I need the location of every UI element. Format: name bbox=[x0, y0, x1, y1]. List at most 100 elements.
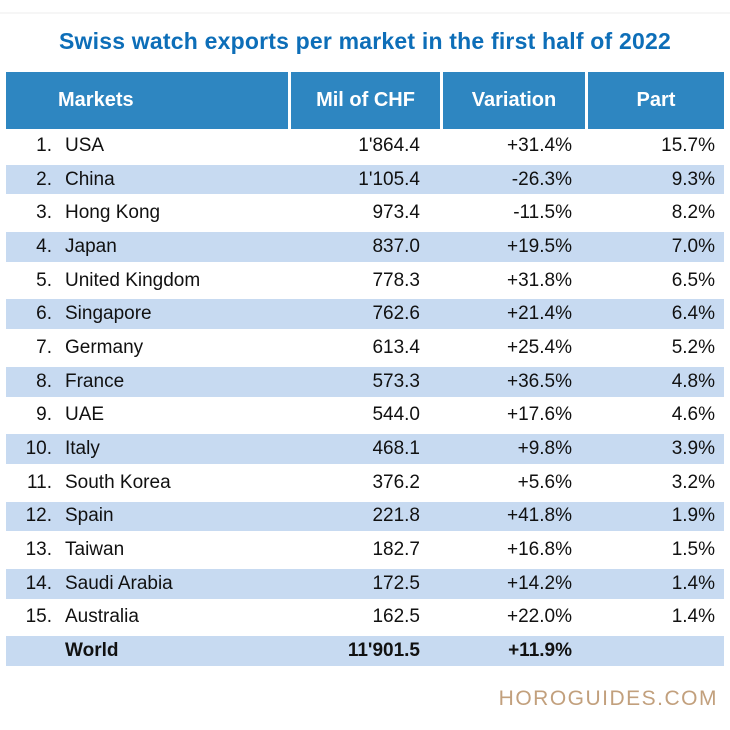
table-row-united-kingdom: 5. United Kingdom 778.3 +31.8% 6.5% bbox=[6, 264, 724, 298]
variation-cell: +11.9% bbox=[508, 640, 572, 662]
variation-cell: +19.5% bbox=[507, 235, 572, 257]
part-cell: 15.7% bbox=[661, 134, 715, 156]
chf-cell: 11'901.5 bbox=[347, 640, 420, 662]
rank-cell: 14. bbox=[25, 572, 52, 594]
chf-cell: 221.8 bbox=[372, 505, 420, 527]
market-cell: Germany bbox=[65, 336, 144, 358]
part-cell: 4.6% bbox=[671, 404, 715, 426]
variation-cell: +25.4% bbox=[507, 336, 572, 358]
variation-cell: +9.8% bbox=[517, 438, 572, 460]
chf-cell: 544.0 bbox=[372, 404, 420, 426]
table-row-japan: 4. Japan 837.0 +19.5% 7.0% bbox=[6, 230, 724, 264]
table-row-australia: 15. Australia 162.5 +22.0% 1.4% bbox=[6, 601, 724, 635]
top-divider bbox=[0, 12, 730, 14]
variation-cell: -11.5% bbox=[513, 202, 572, 224]
chf-cell: 162.5 bbox=[372, 606, 420, 628]
part-cell: 6.5% bbox=[671, 269, 715, 291]
variation-cell: +21.4% bbox=[507, 303, 572, 325]
market-cell: USA bbox=[65, 134, 105, 156]
part-cell: 1.9% bbox=[671, 505, 715, 527]
rank-cell: 15. bbox=[25, 606, 52, 628]
column-header-variation: Variation bbox=[440, 72, 585, 129]
table-row-china: 2. China 1'105.4 -26.3% 9.3% bbox=[6, 162, 724, 197]
rank-cell: 4. bbox=[36, 235, 52, 257]
rank-cell: 3. bbox=[36, 202, 52, 224]
column-header-markets: Markets bbox=[58, 89, 134, 111]
market-cell: China bbox=[65, 168, 115, 190]
table-row-singapore: 6. Singapore 762.6 +21.4% 6.4% bbox=[6, 297, 724, 332]
market-cell: Taiwan bbox=[65, 539, 125, 561]
table-header-row: Markets Mil of CHF Variation Part bbox=[6, 72, 724, 129]
rank-cell: 5. bbox=[36, 269, 52, 291]
page-title: Swiss watch exports per market in the fi… bbox=[59, 28, 671, 54]
variation-cell: +16.8% bbox=[507, 539, 572, 561]
part-cell: 7.0% bbox=[671, 235, 715, 257]
market-cell: World bbox=[65, 640, 119, 662]
rank-cell: 8. bbox=[36, 370, 52, 392]
part-cell: 8.2% bbox=[671, 202, 715, 224]
rank-cell: 2. bbox=[36, 168, 52, 190]
variation-cell: +22.0% bbox=[507, 606, 572, 628]
chf-cell: 376.2 bbox=[372, 471, 420, 493]
part-cell: 6.4% bbox=[671, 303, 715, 325]
variation-cell: +17.6% bbox=[507, 404, 572, 426]
market-cell: France bbox=[65, 370, 125, 392]
variation-cell: +41.8% bbox=[507, 505, 572, 527]
rank-cell: 13. bbox=[25, 539, 52, 561]
table-row-france: 8. France 573.3 +36.5% 4.8% bbox=[6, 364, 724, 399]
table-row-south-korea: 11. South Korea 376.2 +5.6% 3.2% bbox=[6, 466, 724, 500]
part-cell: 1.4% bbox=[671, 572, 715, 594]
rank-cell: 1. bbox=[36, 134, 52, 156]
table-row-world-total: World 11'901.5 +11.9% bbox=[6, 634, 724, 668]
market-cell: Hong Kong bbox=[65, 202, 161, 224]
chf-cell: 973.4 bbox=[372, 202, 420, 224]
market-cell: Spain bbox=[65, 505, 114, 527]
chf-cell: 172.5 bbox=[372, 572, 420, 594]
variation-cell: +31.8% bbox=[507, 269, 572, 291]
table-row-taiwan: 13. Taiwan 182.7 +16.8% 1.5% bbox=[6, 533, 724, 567]
rank-cell: 7. bbox=[36, 336, 52, 358]
chf-cell: 573.3 bbox=[372, 370, 420, 392]
table-row-italy: 10. Italy 468.1 +9.8% 3.9% bbox=[6, 432, 724, 466]
market-cell: United Kingdom bbox=[65, 269, 201, 291]
part-cell: 4.8% bbox=[671, 370, 715, 392]
rank-cell: 11. bbox=[26, 471, 52, 493]
rank-cell: 12. bbox=[25, 505, 52, 527]
market-cell: Singapore bbox=[65, 303, 152, 325]
chf-cell: 468.1 bbox=[372, 438, 420, 460]
rank-cell: 6. bbox=[36, 303, 52, 325]
column-header-part: Part bbox=[585, 72, 724, 129]
table-row-hong-kong: 3. Hong Kong 973.4 -11.5% 8.2% bbox=[6, 196, 724, 230]
chf-cell: 182.7 bbox=[372, 539, 420, 561]
table-row-usa: 1. USA 1'864.4 +31.4% 15.7% bbox=[6, 129, 724, 163]
variation-cell: +14.2% bbox=[507, 572, 572, 594]
market-cell: UAE bbox=[65, 404, 105, 426]
rank-cell: 10. bbox=[25, 438, 52, 460]
table-row-germany: 7. Germany 613.4 +25.4% 5.2% bbox=[6, 331, 724, 365]
part-cell: 1.5% bbox=[671, 539, 715, 561]
part-cell: 1.4% bbox=[671, 606, 715, 628]
part-cell: 5.2% bbox=[671, 336, 715, 358]
variation-cell: +31.4% bbox=[507, 134, 572, 156]
column-header-mil-of-chf: Mil of CHF bbox=[288, 72, 440, 129]
market-cell: Italy bbox=[65, 438, 100, 460]
chf-cell: 1'105.4 bbox=[358, 168, 420, 190]
variation-cell: +5.6% bbox=[517, 471, 572, 493]
part-cell: 3.2% bbox=[671, 471, 715, 493]
variation-cell: +36.5% bbox=[507, 370, 572, 392]
table-row-spain: 12. Spain 221.8 +41.8% 1.9% bbox=[6, 499, 724, 534]
chf-cell: 1'864.4 bbox=[358, 134, 420, 156]
part-cell: 3.9% bbox=[671, 438, 715, 460]
market-cell: South Korea bbox=[65, 471, 171, 493]
part-cell: 9.3% bbox=[671, 168, 715, 190]
rank-cell: 9. bbox=[36, 404, 52, 426]
table-row-saudi-arabia: 14. Saudi Arabia 172.5 +14.2% 1.4% bbox=[6, 566, 724, 601]
exports-table: Markets Mil of CHF Variation Part 1. USA… bbox=[6, 72, 724, 668]
brand-watermark: HOROGUIDES.COM bbox=[498, 687, 718, 710]
market-cell: Japan bbox=[65, 235, 117, 257]
chf-cell: 762.6 bbox=[372, 303, 420, 325]
variation-cell: -26.3% bbox=[511, 168, 572, 190]
chf-cell: 613.4 bbox=[372, 336, 420, 358]
table-row-uae: 9. UAE 544.0 +17.6% 4.6% bbox=[6, 399, 724, 433]
